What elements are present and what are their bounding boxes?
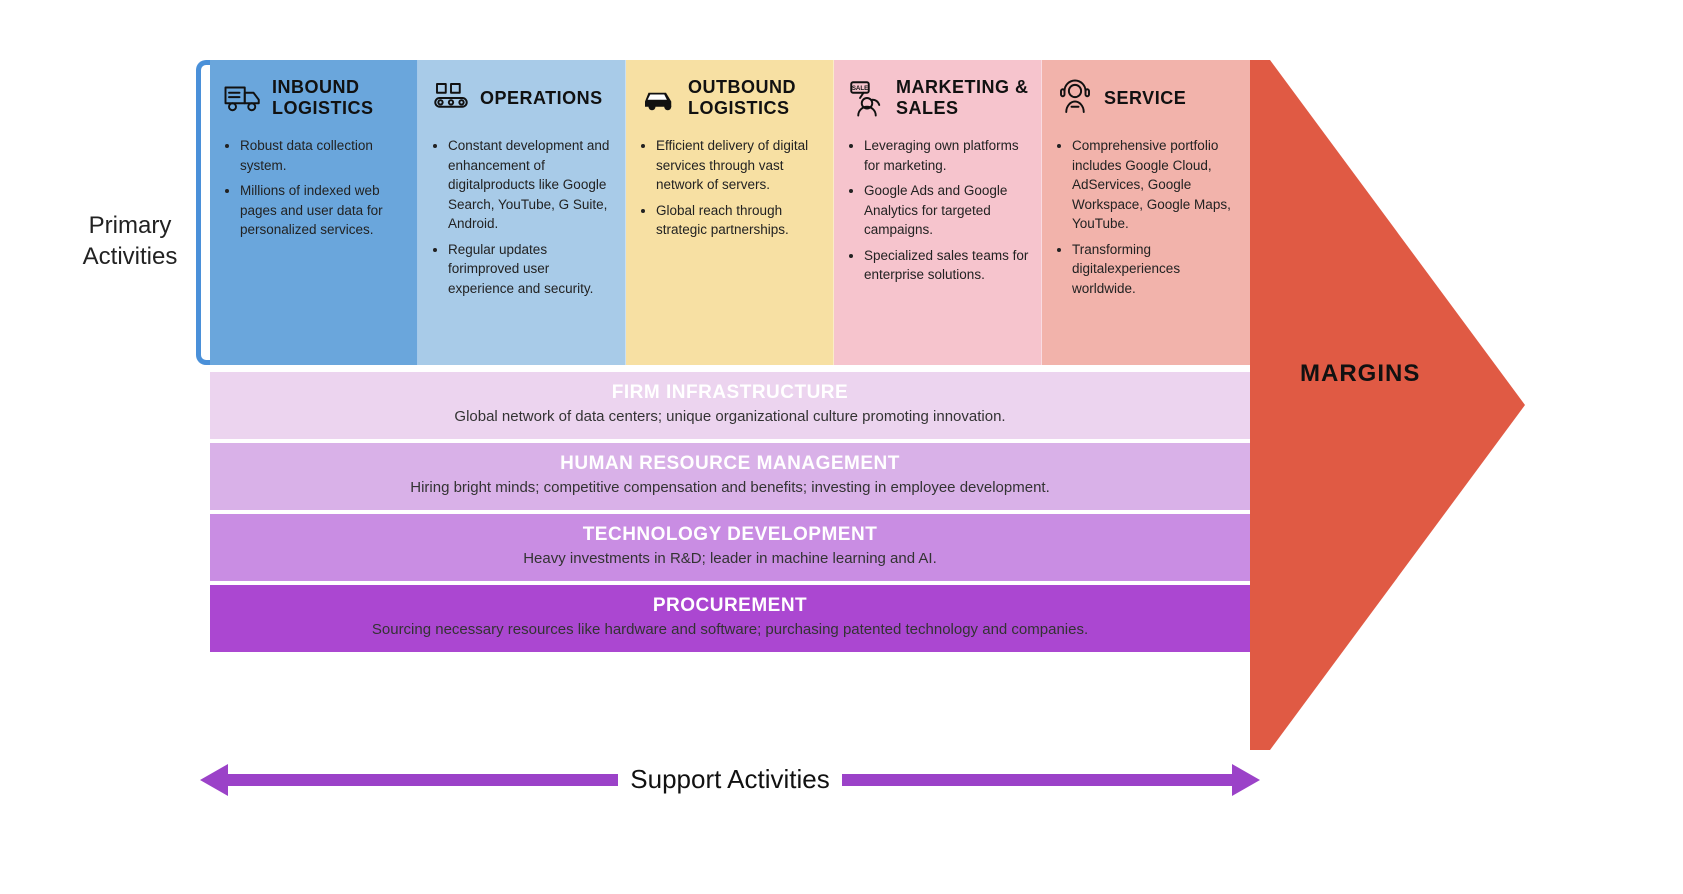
primary-bracket — [196, 60, 210, 365]
support-activities-rows: FIRM INFRASTRUCTURE Global network of dat… — [210, 372, 1250, 656]
primary-col-bullets: Comprehensive portfolio includes Google … — [1054, 136, 1238, 299]
bullet: Leveraging own platforms for marketing. — [864, 136, 1029, 175]
bullet: Google Ads and Google Analytics for targ… — [864, 181, 1029, 240]
primary-col-bullets: Leveraging own platforms for marketing. G… — [846, 136, 1029, 285]
support-row-desc: Hiring bright minds; competitive compens… — [230, 479, 1230, 496]
bullet: Transforming digitalexperiences worldwid… — [1072, 240, 1238, 299]
primary-col-title: SERVICE — [1104, 88, 1186, 109]
primary-col-bullets: Constant development and enhancement of … — [430, 136, 613, 299]
bullet: Millions of indexed web pages and user d… — [240, 181, 405, 240]
primary-col-outbound: OUTBOUND LOGISTICS Efficient delivery of … — [626, 60, 834, 365]
support-row-hr: HUMAN RESOURCE MANAGEMENT Hiring bright m… — [210, 443, 1250, 510]
primary-col-bullets: Efficient delivery of digital services t… — [638, 136, 821, 240]
svg-text:SALE: SALE — [852, 85, 868, 92]
support-row-procurement: PROCUREMENT Sourcing necessary resources … — [210, 585, 1250, 652]
support-row-title: TECHNOLOGY DEVELOPMENT — [230, 524, 1230, 546]
margins-label: MARGINS — [1300, 360, 1420, 388]
primary-col-inbound: INBOUND LOGISTICS Robust data collection … — [210, 60, 418, 365]
bullet: Specialized sales teams for enterprise s… — [864, 246, 1029, 285]
support-row-desc: Sourcing necessary resources like hardwa… — [230, 621, 1230, 638]
support-activities-arrow: Support Activities — [200, 760, 1260, 800]
support-row-title: FIRM INFRASTRUCTURE — [230, 382, 1230, 404]
support-row-desc: Global network of data centers; unique o… — [230, 408, 1230, 425]
support-row-title: PROCUREMENT — [230, 595, 1230, 617]
truck-icon — [222, 77, 264, 119]
primary-col-title: INBOUND LOGISTICS — [272, 77, 405, 118]
bullet: Global reach through strategic partnersh… — [656, 201, 821, 240]
primary-col-service: SERVICE Comprehensive portfolio includes … — [1042, 60, 1250, 365]
bullet: Robust data collection system. — [240, 136, 405, 175]
bullet: Regular updates forimproved user experie… — [448, 240, 613, 299]
primary-activities-row: INBOUND LOGISTICS Robust data collection … — [210, 60, 1250, 365]
support-row-tech: TECHNOLOGY DEVELOPMENT Heavy investments … — [210, 514, 1250, 581]
support-row-firm: FIRM INFRASTRUCTURE Global network of dat… — [210, 372, 1250, 439]
primary-col-title: OUTBOUND LOGISTICS — [688, 77, 821, 118]
primary-activities-label: Primary Activities — [65, 210, 195, 272]
primary-col-title: MARKETING & SALES — [896, 77, 1029, 118]
conveyor-icon — [430, 77, 472, 119]
primary-col-operations: OPERATIONS Constant development and enhan… — [418, 60, 626, 365]
primary-col-marketing: SALE MARKETING & SALES Leveraging own plat… — [834, 60, 1042, 365]
primary-col-bullets: Robust data collection system. Millions o… — [222, 136, 405, 240]
sale-icon: SALE — [846, 77, 888, 119]
bullet: Comprehensive portfolio includes Google … — [1072, 136, 1238, 234]
support-activities-label: Support Activities — [200, 764, 1260, 795]
bullet: Constant development and enhancement of … — [448, 136, 613, 234]
margins-arrow — [1250, 60, 1530, 750]
bullet: Efficient delivery of digital services t… — [656, 136, 821, 195]
support-row-desc: Heavy investments in R&D; leader in mach… — [230, 550, 1230, 567]
primary-col-title: OPERATIONS — [480, 88, 603, 109]
car-icon — [638, 77, 680, 119]
support-row-title: HUMAN RESOURCE MANAGEMENT — [230, 453, 1230, 475]
headset-icon — [1054, 77, 1096, 119]
